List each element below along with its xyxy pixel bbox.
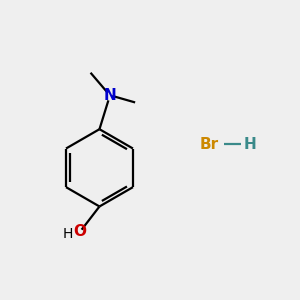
Text: N: N <box>103 88 116 103</box>
Text: H: H <box>62 227 73 241</box>
Text: O: O <box>74 224 87 239</box>
Text: Br: Br <box>200 136 219 152</box>
Text: H: H <box>243 136 256 152</box>
